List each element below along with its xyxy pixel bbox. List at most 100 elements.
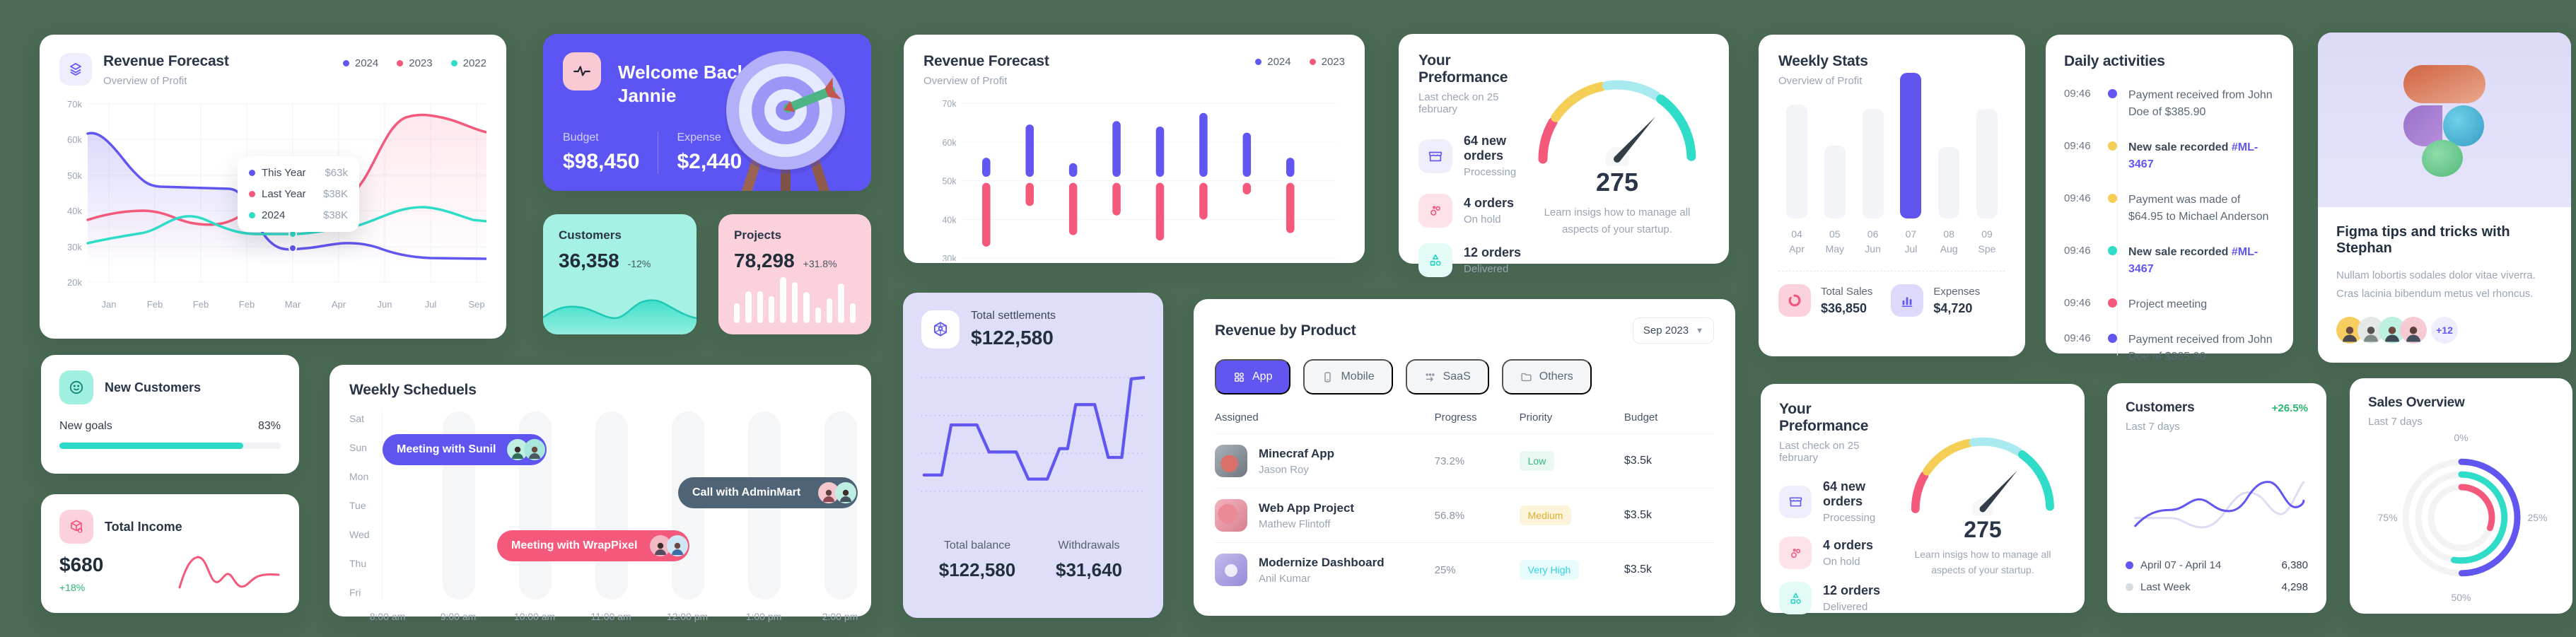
period-dropdown[interactable]: Sep 2023 ▼: [1632, 317, 1714, 344]
activity-dot: [2108, 89, 2117, 98]
activity-item: 09:46 New sale recorded #ML-3467: [2064, 140, 2259, 170]
customers-mini-value: 36,358: [559, 250, 619, 271]
svg-text:Feb: Feb: [239, 299, 255, 310]
hour-labels: 8:00 am 9:00 am 10:00 am 11:00 am 12:00 …: [369, 611, 858, 622]
svg-text:60k: 60k: [942, 138, 957, 148]
card-subtitle: Last 7 days: [2126, 421, 2180, 433]
radial-tick-50: 50%: [2451, 592, 2471, 603]
activity-item: 09:46 Payment received from John Doe of …: [2064, 332, 2273, 363]
projects-mini-label: Projects: [734, 228, 782, 242]
priority-badge: Medium: [1519, 505, 1572, 525]
gauge-value: 275: [1595, 168, 1639, 197]
svg-text:70k: 70k: [942, 99, 957, 109]
store-icon: [1779, 485, 1812, 518]
svg-text:Sep: Sep: [468, 299, 484, 310]
goal-progress-bar: [59, 443, 281, 449]
card-title: Daily activities: [2064, 53, 2165, 69]
legend-last-week: Last Week 4,298: [2126, 581, 2308, 593]
revenue-by-product-card: Revenue by Product Sep 2023 ▼ App Mobile…: [1194, 299, 1735, 616]
svg-text:50k: 50k: [67, 170, 82, 181]
schedule-plot: Meeting with Sunil Call with AdminMart M…: [382, 411, 858, 600]
table-row[interactable]: Minecraf App Jason Roy 73.2% Low $3.5k: [1215, 434, 1714, 489]
more-avatars-badge[interactable]: +12: [2431, 316, 2458, 344]
legend-dot-2024: [342, 60, 349, 66]
legend-dot-2022: [450, 60, 457, 66]
total-settlements-card: Total settlements $122,580 Total balance…: [903, 293, 1163, 618]
card-subtitle: Last 7 days: [2368, 416, 2423, 428]
stat-delivered: 12 orders Delivered: [1418, 243, 1525, 277]
activity-item: 09:46 Project meeting: [2064, 297, 2208, 310]
tab-others[interactable]: Others: [1501, 359, 1592, 395]
card-title: Sales Overview: [2368, 395, 2465, 410]
goal-value: 83%: [257, 420, 281, 432]
card-title: New Customers: [105, 380, 202, 395]
chart-tooltip: This Year $63k Last Year $38K 2024 $38K: [238, 156, 359, 232]
daily-activities-card: Daily activities 09:46 Payment received …: [2046, 35, 2293, 363]
expenses-stat: Expenses $4,720: [1891, 284, 1980, 317]
event-meeting-sunil[interactable]: Meeting with Sunil: [383, 434, 547, 465]
pulse-icon: [563, 52, 601, 90]
dartboard-illustration: [725, 51, 846, 191]
stat-processing: 64 new orders Processing: [1779, 479, 1899, 524]
chart-legend: 2024 2023 2022: [342, 53, 486, 69]
expense-stat: Expense $2,440: [677, 132, 742, 173]
projects-mini-value: 78,298: [734, 250, 795, 271]
card-title: Total settlements: [971, 310, 1056, 322]
goal-label: New goals: [59, 420, 112, 432]
table-row[interactable]: Web App Project Mathew Flintoff 56.8% Med…: [1215, 489, 1714, 543]
figma-tips-card: Figma tips and tricks with Stephan Nulla…: [2318, 33, 2571, 363]
avatar-group: +12: [2336, 316, 2553, 344]
activity-item: 09:46 New sale recorded #ML-3467: [2064, 245, 2259, 275]
event-call-adminmart[interactable]: Call with AdminMart: [678, 477, 858, 508]
new-customers-card: New Customers New goals 83%: [41, 355, 299, 474]
card-subtitle: Last check on 25 february: [1418, 91, 1499, 115]
chevron-down-icon: ▼: [1696, 326, 1703, 335]
event-meeting-wrappixel[interactable]: Meeting with WrapPixel: [497, 530, 689, 561]
layers-icon: [59, 53, 92, 86]
customers-mini-spark: [543, 299, 697, 334]
card-subtitle: Overview of Profit: [1778, 75, 1863, 87]
activity-item: 09:46 Payment was made of $64.95 to Mich…: [2064, 192, 2269, 223]
svg-text:Jul: Jul: [425, 299, 437, 310]
activity-dot: [2108, 246, 2117, 255]
stat-onhold: 4 orders On hold: [1779, 537, 1899, 569]
projects-mini-delta: +31.8%: [803, 258, 837, 269]
product-thumbnail: [1215, 499, 1247, 532]
legend-2024: 2024: [342, 57, 378, 69]
total-income-card: Total Income $680 +18%: [41, 494, 299, 613]
welcome-card: Welcome Back Jannie Budget $98,450 Expen…: [543, 34, 871, 191]
svg-text:Jun: Jun: [378, 299, 392, 310]
bars-2023: [982, 182, 1295, 247]
figma-illustration: [2318, 33, 2571, 207]
card-title: Your Preformance: [1418, 52, 1508, 86]
radial-tick-25: 25%: [2527, 512, 2548, 523]
table-row[interactable]: Modernize Dashboard Anil Kumar 25% Very H…: [1215, 543, 1714, 597]
customers-delta: +26.5%: [2271, 402, 2308, 414]
donut-icon: [1778, 284, 1811, 317]
svg-text:Apr: Apr: [332, 299, 346, 310]
line-chart: 70k 60k 50k 40k 30k 20k: [59, 94, 488, 321]
customers-mini-card: Customers 36,358 -12%: [543, 214, 697, 334]
settlements-chart: [921, 375, 1147, 492]
activity-link[interactable]: #ML-3467: [2128, 246, 2259, 275]
activity-dot: [2108, 298, 2117, 308]
tab-saas[interactable]: SaaS: [1405, 359, 1489, 395]
gauge-value: 275: [1964, 516, 2002, 542]
svg-text:50k: 50k: [942, 177, 957, 187]
revenue-forecast-line-card: Revenue Forecast Overview of Profit 2024…: [40, 35, 506, 339]
activity-link[interactable]: #ML-3467: [2128, 141, 2259, 170]
total-balance: Total balance $122,580: [938, 539, 1016, 580]
card-subtitle: Overview of Profit: [923, 75, 1008, 87]
tooltip-row: 2024 $38K: [249, 209, 348, 221]
radial-chart: 0% 25% 50% 75%: [2378, 432, 2548, 603]
svg-text:Feb: Feb: [147, 299, 163, 310]
sales-overview-card: Sales Overview Last 7 days 0% 25% 50% 75…: [2350, 378, 2572, 614]
bubbles-icon: [1779, 537, 1812, 569]
tab-mobile[interactable]: Mobile: [1303, 359, 1393, 395]
performance-card-top: Your Preformance Last check on 25 februa…: [1399, 34, 1729, 277]
avatar: [835, 482, 856, 503]
tooltip-row: Last Year $38K: [249, 188, 348, 200]
avatar: [507, 439, 528, 460]
tab-app[interactable]: App: [1215, 359, 1291, 395]
projects-mini-card: Projects 78,298 +31.8%: [718, 214, 871, 334]
